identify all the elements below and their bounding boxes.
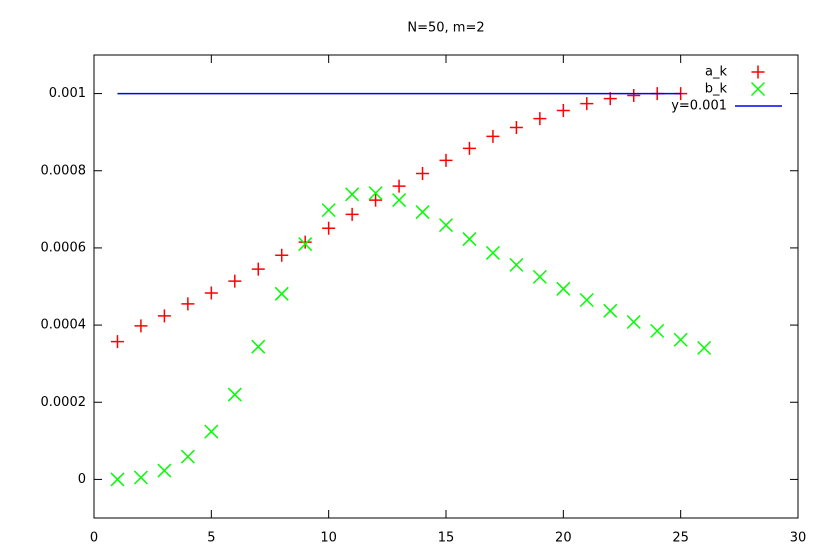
x-tick-label: 30 xyxy=(790,531,807,546)
x-tick-label: 20 xyxy=(555,531,572,546)
point xyxy=(580,97,594,111)
point xyxy=(462,141,476,155)
point xyxy=(228,274,242,288)
y-tick-label: 0.0004 xyxy=(41,318,87,333)
y-tick-label: 0 xyxy=(78,472,86,487)
point xyxy=(275,248,289,262)
point xyxy=(157,309,171,323)
point xyxy=(368,186,383,201)
legend-marker xyxy=(750,81,766,97)
legend-label: b_k xyxy=(705,82,728,97)
point xyxy=(133,470,148,485)
x-tick-label: 5 xyxy=(207,531,215,546)
point xyxy=(204,286,218,300)
point xyxy=(438,218,454,233)
point xyxy=(180,449,195,464)
point xyxy=(579,292,594,308)
point xyxy=(134,319,148,333)
y-tick-label: 0.0008 xyxy=(41,163,87,178)
point xyxy=(322,221,336,235)
point xyxy=(157,463,172,478)
point xyxy=(509,257,524,272)
point xyxy=(298,237,313,252)
point xyxy=(110,472,125,487)
point xyxy=(650,323,665,338)
point xyxy=(204,424,219,439)
legend-label: y=0.001 xyxy=(671,99,727,114)
x-tick-label: 10 xyxy=(320,531,337,546)
y-tick-label: 0.0002 xyxy=(41,395,87,410)
point xyxy=(556,104,570,118)
point xyxy=(321,203,336,218)
point xyxy=(603,303,618,318)
point xyxy=(415,205,430,220)
point xyxy=(345,207,359,221)
legend-marker xyxy=(751,65,765,79)
chart-title: N=50, m=2 xyxy=(407,21,484,36)
point xyxy=(298,235,312,249)
x-tick-label: 25 xyxy=(672,531,689,546)
point xyxy=(181,297,195,311)
point xyxy=(626,314,641,330)
point xyxy=(556,281,571,296)
point xyxy=(392,193,407,208)
point xyxy=(392,179,406,193)
point xyxy=(369,193,383,207)
point xyxy=(251,339,266,354)
plot-frame xyxy=(93,54,799,519)
legend-label: a_k xyxy=(705,65,727,80)
point xyxy=(486,129,500,143)
point xyxy=(345,187,360,202)
point xyxy=(533,112,547,126)
point xyxy=(697,340,712,355)
x-tick-label: 15 xyxy=(438,531,455,546)
point xyxy=(673,332,688,347)
point xyxy=(227,387,242,402)
point xyxy=(627,89,641,103)
point xyxy=(439,153,453,167)
point xyxy=(416,166,430,180)
point xyxy=(462,232,477,247)
point xyxy=(532,269,547,284)
point xyxy=(251,262,265,276)
y-tick-label: 0.0006 xyxy=(41,240,87,255)
x-tick-label: 0 xyxy=(90,531,98,546)
y-tick-label: 0.001 xyxy=(49,86,86,101)
point xyxy=(274,286,289,301)
point xyxy=(485,245,500,260)
point xyxy=(110,335,124,349)
point xyxy=(509,121,523,135)
